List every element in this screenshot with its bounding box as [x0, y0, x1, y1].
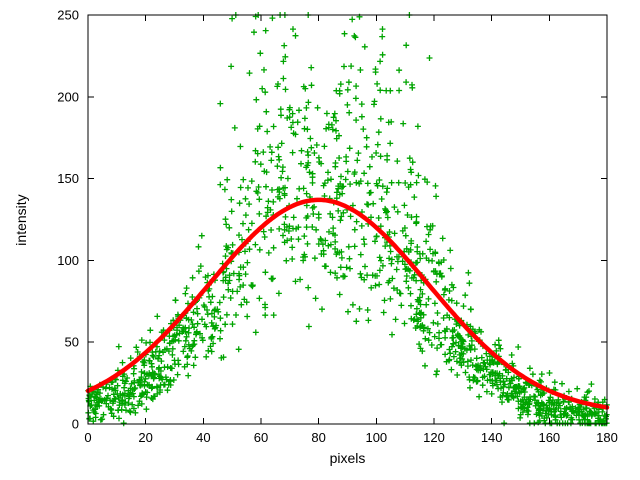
- fit-line: [85, 197, 610, 410]
- x-tick-label: 100: [365, 430, 387, 445]
- x-axis-label: pixels: [329, 450, 366, 466]
- y-tick-label: 0: [72, 417, 79, 432]
- y-tick-label: 200: [57, 89, 79, 104]
- x-tick-label: 20: [138, 430, 152, 445]
- y-tick-label: 150: [57, 171, 79, 186]
- scatter-points: [85, 12, 610, 427]
- axis-ticks: [87, 14, 608, 425]
- y-tick-label: 50: [65, 335, 79, 350]
- x-tick-label: 180: [596, 430, 618, 445]
- y-axis-label: intensity: [13, 194, 29, 246]
- x-tick-label: 140: [481, 430, 503, 445]
- x-tick-label: 60: [254, 430, 268, 445]
- x-tick-label: 40: [196, 430, 210, 445]
- x-tick-label: 0: [84, 430, 91, 445]
- y-tick-label: 250: [57, 8, 79, 23]
- x-tick-label: 120: [423, 430, 445, 445]
- y-tick-label: 100: [57, 253, 79, 268]
- plot-border: [87, 14, 608, 425]
- x-tick-label: 80: [311, 430, 325, 445]
- axis-tick-labels: 0 20 40 60 80 100 120 140 160 180 0 50 100 150 200 250: [57, 8, 618, 446]
- x-tick-label: 160: [538, 430, 560, 445]
